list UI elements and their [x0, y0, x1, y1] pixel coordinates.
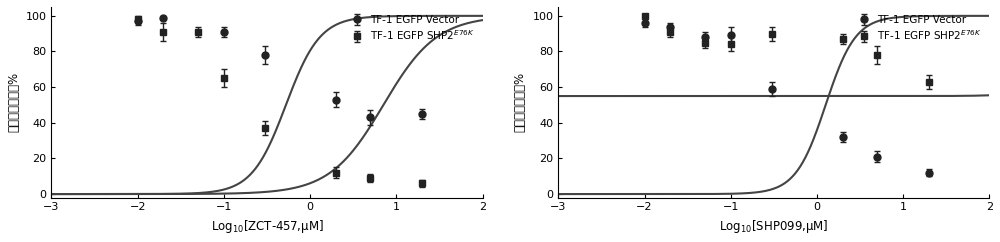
Y-axis label: 细胞活力百分比%: 细胞活力百分比% — [7, 72, 20, 132]
X-axis label: Log$_{10}$[SHP099,μM]: Log$_{10}$[SHP099,μM] — [719, 218, 829, 235]
Legend: TF-1 EGFP Vector, TF-1 EGFP SHP2$^{E76K}$: TF-1 EGFP Vector, TF-1 EGFP SHP2$^{E76K}… — [853, 12, 984, 45]
X-axis label: Log$_{10}$[ZCT-457,μM]: Log$_{10}$[ZCT-457,μM] — [211, 218, 323, 235]
Y-axis label: 细胞活力百分比%: 细胞活力百分比% — [514, 72, 527, 132]
Legend: TF-1 EGFP Vector, TF-1 EGFP SHP2$^{E76K}$: TF-1 EGFP Vector, TF-1 EGFP SHP2$^{E76K}… — [346, 12, 477, 45]
